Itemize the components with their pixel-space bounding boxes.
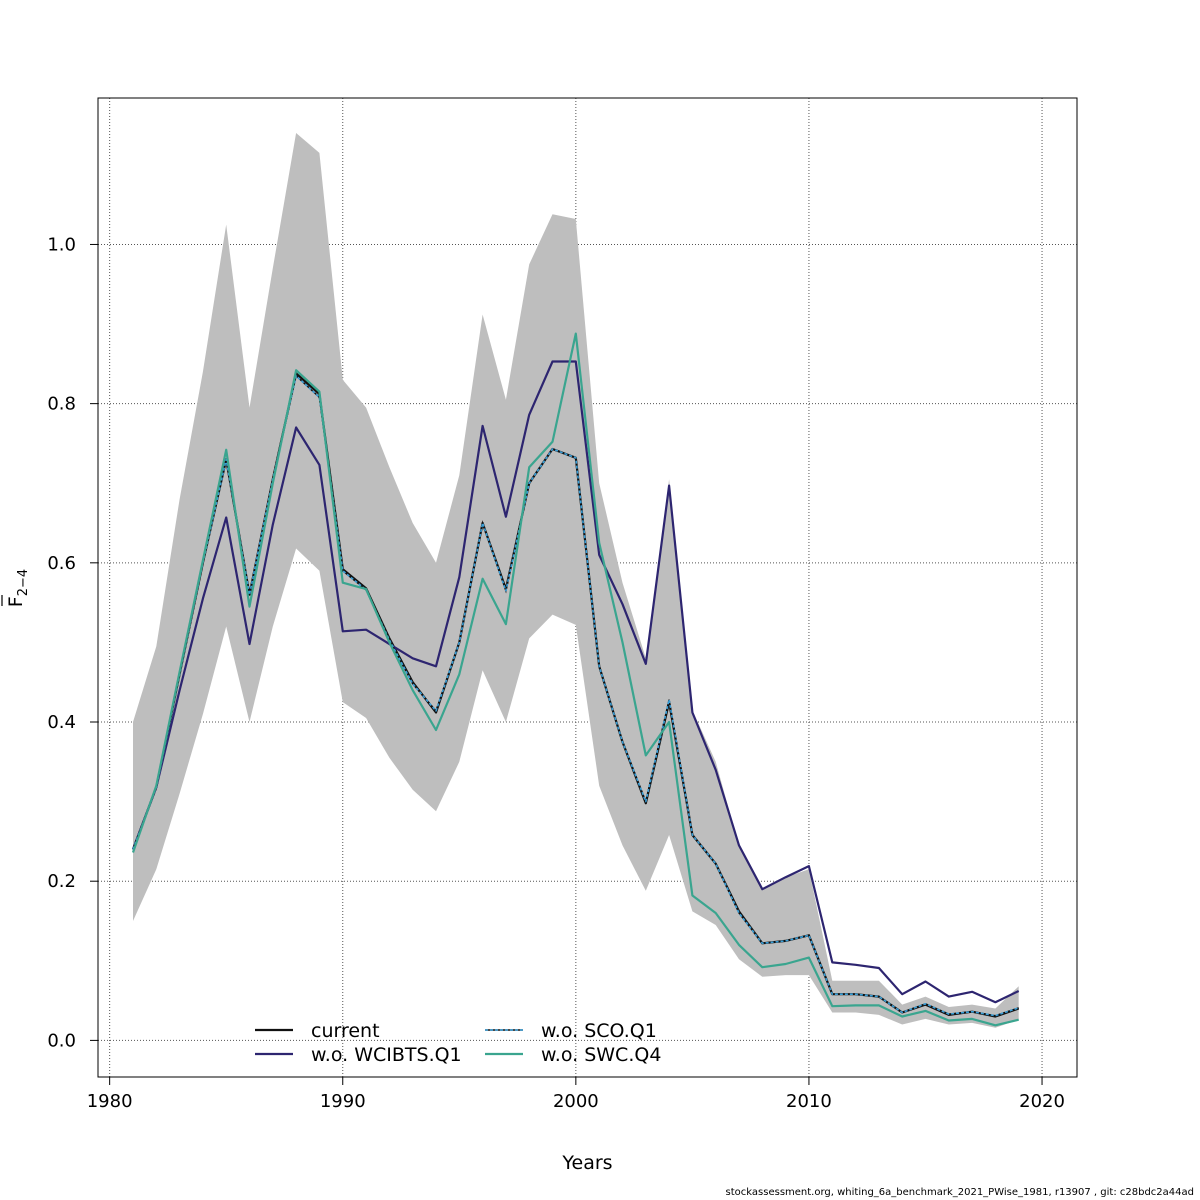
legend-label-0: current — [311, 1020, 380, 1042]
plot-frame — [97, 97, 1078, 1078]
legend-label-3: w.o. SWC.Q4 — [541, 1044, 661, 1066]
y-tick-label-1: 0.2 — [47, 871, 76, 892]
axes: 1980 1990 2000 2010 2020 0.0 0.2 0.4 0.6 0.8 1.0 — [47, 234, 1065, 1112]
x-axis-title: Years — [561, 1152, 612, 1174]
x-tick-label-2: 2000 — [553, 1091, 599, 1112]
y-axis-title-main: F — [5, 596, 27, 607]
series-lines — [131, 332, 1020, 1027]
legend-label-1: w.o. WCIBTS.Q1 — [311, 1044, 462, 1066]
y-tick-label-2: 0.4 — [47, 712, 76, 733]
x-tick-label-0: 1980 — [87, 1091, 133, 1112]
y-axis-title-subscript: 2−4 — [16, 569, 31, 596]
y-tick-label-3: 0.6 — [47, 553, 76, 574]
legend-label-2: w.o. SCO.Q1 — [541, 1020, 657, 1042]
y-tick-label-5: 1.0 — [47, 234, 76, 255]
series-line-1 — [131, 360, 1020, 1004]
x-tick-label-3: 2010 — [786, 1091, 832, 1112]
x-tick-label-1: 1990 — [320, 1091, 366, 1112]
footer-caption: stockassessment.org, whiting_6a_benchmar… — [725, 1187, 1194, 1198]
series-line-3 — [131, 332, 1019, 1027]
svg-text:F2−4: F2−4 — [5, 569, 31, 607]
y-axis-title: F2−4 — [1, 569, 31, 607]
x-tick-label-4: 2020 — [1019, 1091, 1065, 1112]
y-tick-label-4: 0.8 — [47, 394, 76, 415]
confidence-band — [133, 133, 1019, 1028]
y-tick-label-0: 0.0 — [47, 1030, 76, 1051]
